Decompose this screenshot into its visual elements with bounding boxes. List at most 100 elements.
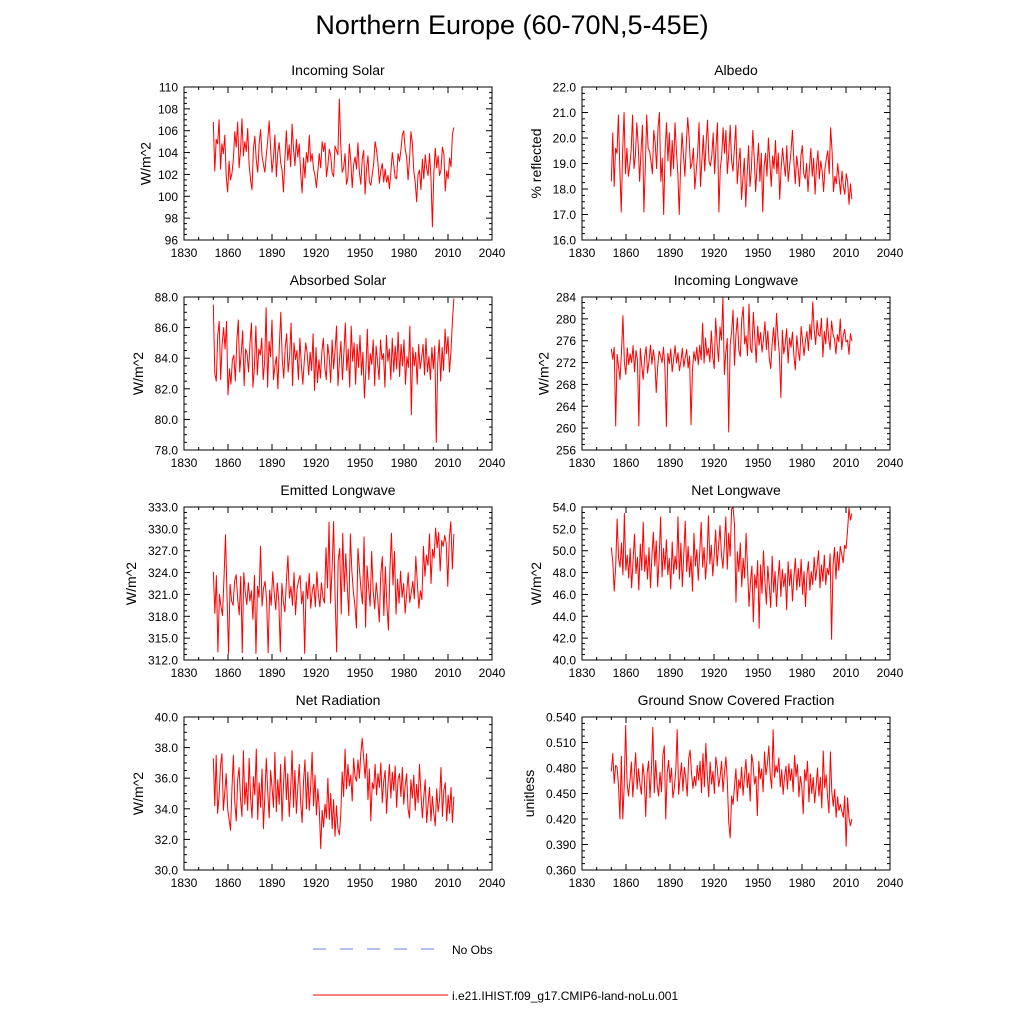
y-tick-label-emitted-longwave-2: 318.0 bbox=[148, 610, 178, 624]
panel-title-ground-snow-covered-fraction: Ground Snow Covered Fraction bbox=[638, 692, 835, 708]
x-tick-label-absorbed-solar-1890: 1890 bbox=[259, 456, 286, 470]
y-tick-label-net-radiation-3: 36.0 bbox=[155, 772, 179, 786]
y-tick-label-ground-snow-covered-fraction-1: 0.390 bbox=[546, 838, 576, 852]
series-line-albedo-0 bbox=[610, 112, 853, 215]
y-tick-label-net-radiation-1: 32.0 bbox=[155, 833, 179, 847]
chart-net-radiation: 1830 1860 1890 1920 1950 1980 2010 2040 30.0 32.0… bbox=[130, 692, 505, 890]
x-tick-label-incoming-longwave-1920: 1920 bbox=[701, 456, 728, 470]
y-tick-label-net-longwave-6: 52.0 bbox=[553, 522, 577, 536]
y-tick-label-incoming-longwave-2: 264 bbox=[556, 400, 576, 414]
y-tick-label-albedo-3: 19.0 bbox=[553, 157, 577, 171]
x-tick-label-net-longwave-2010: 2010 bbox=[833, 666, 860, 680]
chart-emitted-longwave: 1830 1860 1890 1920 1950 1980 2010 2040 312.0 315… bbox=[123, 482, 506, 680]
panel-title-absorbed-solar: Absorbed Solar bbox=[290, 272, 387, 288]
x-tick-label-ground-snow-covered-fraction-2010: 2010 bbox=[833, 876, 860, 890]
x-tick-label-ground-snow-covered-fraction-1980: 1980 bbox=[789, 876, 816, 890]
x-tick-label-net-radiation-1860: 1860 bbox=[215, 876, 242, 890]
y-axis-label-incoming-longwave: W/m^2 bbox=[535, 352, 551, 395]
x-tick-label-absorbed-solar-2010: 2010 bbox=[435, 456, 462, 470]
y-tick-label-absorbed-solar-4: 86.0 bbox=[155, 321, 179, 335]
x-tick-label-incoming-longwave-2040: 2040 bbox=[877, 456, 904, 470]
y-tick-label-albedo-5: 21.0 bbox=[553, 106, 577, 120]
x-tick-label-net-radiation-1920: 1920 bbox=[303, 876, 330, 890]
x-tick-label-emitted-longwave-1860: 1860 bbox=[215, 666, 242, 680]
y-axis-label-albedo: % reflected bbox=[528, 128, 544, 198]
y-tick-label-incoming-solar-1: 98 bbox=[165, 212, 179, 226]
x-tick-label-incoming-longwave-1830: 1830 bbox=[569, 456, 596, 470]
x-tick-label-albedo-1830: 1830 bbox=[569, 246, 596, 260]
x-tick-label-incoming-solar-1860: 1860 bbox=[215, 246, 242, 260]
x-tick-label-emitted-longwave-2010: 2010 bbox=[435, 666, 462, 680]
x-tick-label-incoming-longwave-1860: 1860 bbox=[613, 456, 640, 470]
y-tick-label-emitted-longwave-6: 330.0 bbox=[148, 522, 178, 536]
x-tick-label-absorbed-solar-2040: 2040 bbox=[479, 456, 506, 470]
x-tick-label-absorbed-solar-1860: 1860 bbox=[215, 456, 242, 470]
series-line-emitted-longwave-0 bbox=[212, 521, 455, 654]
y-tick-label-net-longwave-5: 50.0 bbox=[553, 544, 577, 558]
y-tick-label-incoming-longwave-6: 280 bbox=[556, 312, 576, 326]
x-tick-label-albedo-1950: 1950 bbox=[745, 246, 772, 260]
x-tick-label-net-longwave-1980: 1980 bbox=[789, 666, 816, 680]
chart-albedo: 1830 1860 1890 1920 1950 1980 2010 2040 16.0 17.0… bbox=[528, 62, 903, 260]
x-tick-label-incoming-solar-1980: 1980 bbox=[391, 246, 418, 260]
x-tick-label-incoming-longwave-1890: 1890 bbox=[657, 456, 684, 470]
panel-title-incoming-longwave: Incoming Longwave bbox=[674, 272, 799, 288]
y-tick-label-incoming-solar-4: 104 bbox=[158, 146, 178, 160]
panel-title-net-radiation: Net Radiation bbox=[296, 692, 381, 708]
chart-incoming-longwave: 1830 1860 1890 1920 1950 1980 2010 2040 256 260 26… bbox=[535, 272, 903, 470]
y-tick-label-net-radiation-2: 34.0 bbox=[155, 802, 179, 816]
x-tick-label-net-radiation-1980: 1980 bbox=[391, 876, 418, 890]
panel-title-emitted-longwave: Emitted Longwave bbox=[280, 482, 395, 498]
x-tick-label-net-longwave-1890: 1890 bbox=[657, 666, 684, 680]
chart-net-longwave: 1830 1860 1890 1920 1950 1980 2010 2040 40.0 42.0… bbox=[528, 482, 903, 680]
y-tick-label-emitted-longwave-5: 327.0 bbox=[148, 544, 178, 558]
x-tick-label-absorbed-solar-1830: 1830 bbox=[171, 456, 198, 470]
x-tick-label-ground-snow-covered-fraction-1830: 1830 bbox=[569, 876, 596, 890]
y-tick-label-ground-snow-covered-fraction-5: 0.510 bbox=[546, 736, 576, 750]
y-tick-label-albedo-1: 17.0 bbox=[553, 208, 577, 222]
y-tick-label-ground-snow-covered-fraction-4: 0.480 bbox=[546, 762, 576, 776]
x-tick-label-net-longwave-1950: 1950 bbox=[745, 666, 772, 680]
series-line-incoming-solar-0 bbox=[212, 98, 455, 228]
y-tick-label-net-longwave-1: 42.0 bbox=[553, 632, 577, 646]
y-tick-label-incoming-solar-6: 108 bbox=[158, 102, 178, 116]
series-line-net-longwave-0 bbox=[610, 506, 853, 640]
x-tick-label-net-longwave-1920: 1920 bbox=[701, 666, 728, 680]
chart-absorbed-solar: 1830 1860 1890 1920 1950 1980 2010 2040 78.0 80.0… bbox=[130, 272, 505, 470]
y-tick-label-absorbed-solar-0: 78.0 bbox=[155, 444, 179, 458]
y-tick-label-emitted-longwave-4: 324.0 bbox=[148, 566, 178, 580]
chart-incoming-solar: 1830 1860 1890 1920 1950 1980 2010 2040 96 98 100 1… bbox=[137, 62, 505, 260]
panel-title-net-longwave: Net Longwave bbox=[691, 482, 781, 498]
chart-ground-snow-covered-fraction: 1830 1860 1890 1920 1950 1980 2010 2040 0.360 0.3… bbox=[521, 692, 904, 890]
y-tick-label-net-radiation-4: 38.0 bbox=[155, 741, 179, 755]
x-tick-label-incoming-solar-1920: 1920 bbox=[303, 246, 330, 260]
y-tick-label-incoming-longwave-5: 276 bbox=[556, 334, 576, 348]
x-tick-label-albedo-1890: 1890 bbox=[657, 246, 684, 260]
x-tick-label-absorbed-solar-1980: 1980 bbox=[391, 456, 418, 470]
x-tick-label-absorbed-solar-1920: 1920 bbox=[303, 456, 330, 470]
y-tick-label-absorbed-solar-3: 84.0 bbox=[155, 352, 179, 366]
y-tick-label-incoming-longwave-3: 268 bbox=[556, 378, 576, 392]
y-tick-label-ground-snow-covered-fraction-0: 0.360 bbox=[546, 864, 576, 878]
x-tick-label-incoming-longwave-1980: 1980 bbox=[789, 456, 816, 470]
x-tick-label-albedo-2040: 2040 bbox=[877, 246, 904, 260]
y-tick-label-absorbed-solar-1: 80.0 bbox=[155, 413, 179, 427]
y-tick-label-incoming-solar-5: 106 bbox=[158, 124, 178, 138]
y-axis-label-incoming-solar: W/m^2 bbox=[137, 142, 153, 185]
x-tick-label-incoming-solar-1950: 1950 bbox=[347, 246, 374, 260]
x-tick-label-albedo-1860: 1860 bbox=[613, 246, 640, 260]
y-axis-label-emitted-longwave: W/m^2 bbox=[123, 562, 139, 605]
y-tick-label-emitted-longwave-0: 312.0 bbox=[148, 654, 178, 668]
x-tick-label-absorbed-solar-1950: 1950 bbox=[347, 456, 374, 470]
x-tick-label-emitted-longwave-2040: 2040 bbox=[479, 666, 506, 680]
y-tick-label-incoming-solar-0: 96 bbox=[165, 234, 179, 248]
x-tick-label-incoming-solar-1890: 1890 bbox=[259, 246, 286, 260]
x-tick-label-ground-snow-covered-fraction-1950: 1950 bbox=[745, 876, 772, 890]
x-tick-label-albedo-1920: 1920 bbox=[701, 246, 728, 260]
x-tick-label-net-radiation-1830: 1830 bbox=[171, 876, 198, 890]
y-axis-label-net-longwave: W/m^2 bbox=[528, 562, 544, 605]
y-tick-label-incoming-longwave-0: 256 bbox=[556, 444, 576, 458]
y-tick-label-incoming-longwave-1: 260 bbox=[556, 422, 576, 436]
